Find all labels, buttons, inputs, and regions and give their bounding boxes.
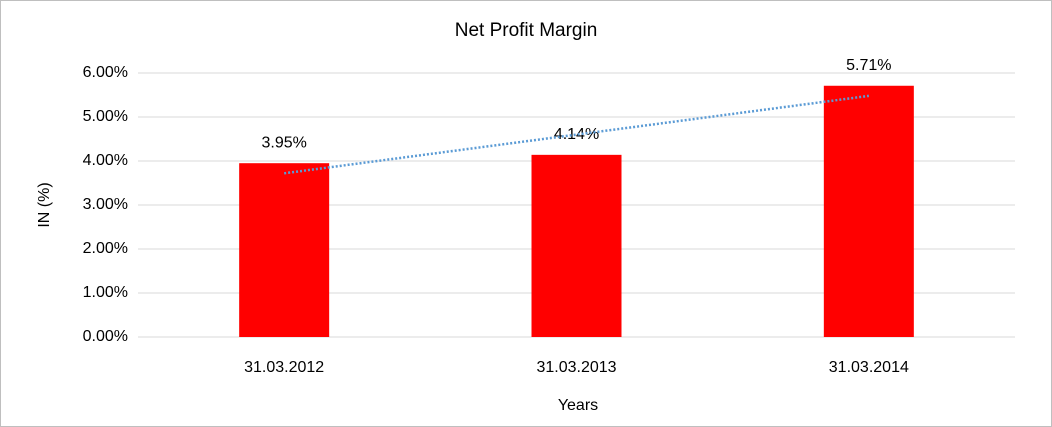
y-tick-label: 2.00%: [83, 240, 128, 257]
bar: [823, 85, 914, 337]
x-tick-label: 31.03.2014: [829, 359, 909, 376]
y-tick-label: 5.00%: [83, 108, 128, 125]
y-tick-label: 4.00%: [83, 152, 128, 169]
data-label: 3.95%: [261, 134, 306, 151]
x-axis-label: Years: [558, 397, 598, 414]
y-axis-label: IN (%): [36, 182, 53, 227]
data-label: 4.14%: [554, 126, 599, 143]
bar: [531, 154, 622, 337]
x-tick-label: 31.03.2012: [244, 359, 324, 376]
data-label: 5.71%: [846, 57, 891, 74]
bar: [239, 163, 330, 337]
chart-title: Net Profit Margin: [455, 20, 598, 41]
x-tick-label: 31.03.2013: [536, 359, 616, 376]
y-tick-label: 6.00%: [83, 64, 128, 81]
y-tick-label: 1.00%: [83, 284, 128, 301]
y-tick-label: 3.00%: [83, 196, 128, 213]
y-tick-label: 0.00%: [83, 328, 128, 345]
